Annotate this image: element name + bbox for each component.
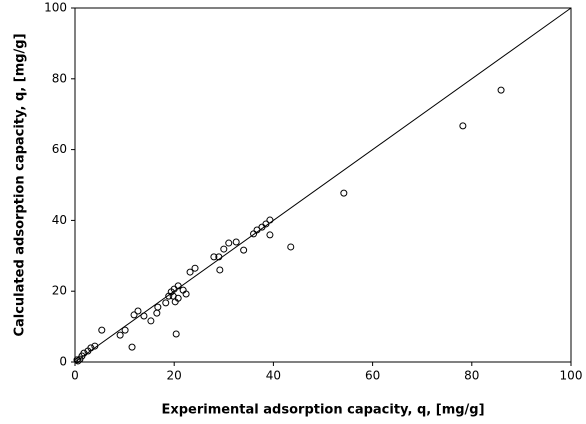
data-point <box>250 230 258 238</box>
data-point <box>121 326 129 334</box>
data-point <box>253 226 261 234</box>
data-point <box>98 326 106 334</box>
data-point <box>140 312 148 320</box>
data-point <box>340 189 348 197</box>
data-point <box>266 231 274 239</box>
x-axis-title: Experimental adsorption capacity, q, [mg… <box>161 403 484 418</box>
data-point <box>232 238 240 246</box>
data-point <box>210 253 218 261</box>
x-tick-label: 20 <box>167 369 182 383</box>
data-point <box>165 292 173 300</box>
data-point <box>287 243 295 251</box>
data-point <box>154 303 162 311</box>
x-tick-label: 100 <box>560 369 583 383</box>
x-tick-label: 0 <box>71 369 79 383</box>
data-point <box>459 122 467 130</box>
y-tick-label: 40 <box>52 213 67 227</box>
data-point <box>153 309 161 317</box>
data-point <box>191 264 199 272</box>
data-point <box>128 343 136 351</box>
data-point <box>225 239 233 247</box>
y-tick-label: 20 <box>52 284 67 298</box>
data-point <box>497 86 505 94</box>
data-point <box>266 216 274 224</box>
data-point <box>172 330 180 338</box>
data-point <box>220 245 228 253</box>
data-point <box>74 357 82 365</box>
data-point <box>116 331 124 339</box>
data-point <box>186 268 194 276</box>
reference-line <box>74 7 572 363</box>
plot-frame <box>74 7 572 363</box>
x-tick-label: 80 <box>464 369 479 383</box>
data-point <box>73 356 81 364</box>
data-point <box>84 347 92 355</box>
y-axis-title: Calculated adsorption capacity, q, [mg/g… <box>13 33 28 336</box>
data-point <box>216 266 224 274</box>
data-point <box>76 355 84 363</box>
y-tick-label: 60 <box>52 142 67 156</box>
y-tick-label: 100 <box>44 1 67 15</box>
data-point <box>91 342 99 350</box>
x-tick-label: 40 <box>266 369 281 383</box>
data-point <box>134 307 142 315</box>
data-point <box>130 311 138 319</box>
data-point <box>240 246 248 254</box>
x-tick-label: 60 <box>365 369 380 383</box>
data-point <box>162 299 170 307</box>
data-point <box>182 290 190 298</box>
y-tick-label: 0 <box>59 355 67 369</box>
data-point <box>147 317 155 325</box>
y-tick-label: 80 <box>52 71 67 85</box>
data-point <box>215 253 223 261</box>
data-point <box>174 294 182 302</box>
